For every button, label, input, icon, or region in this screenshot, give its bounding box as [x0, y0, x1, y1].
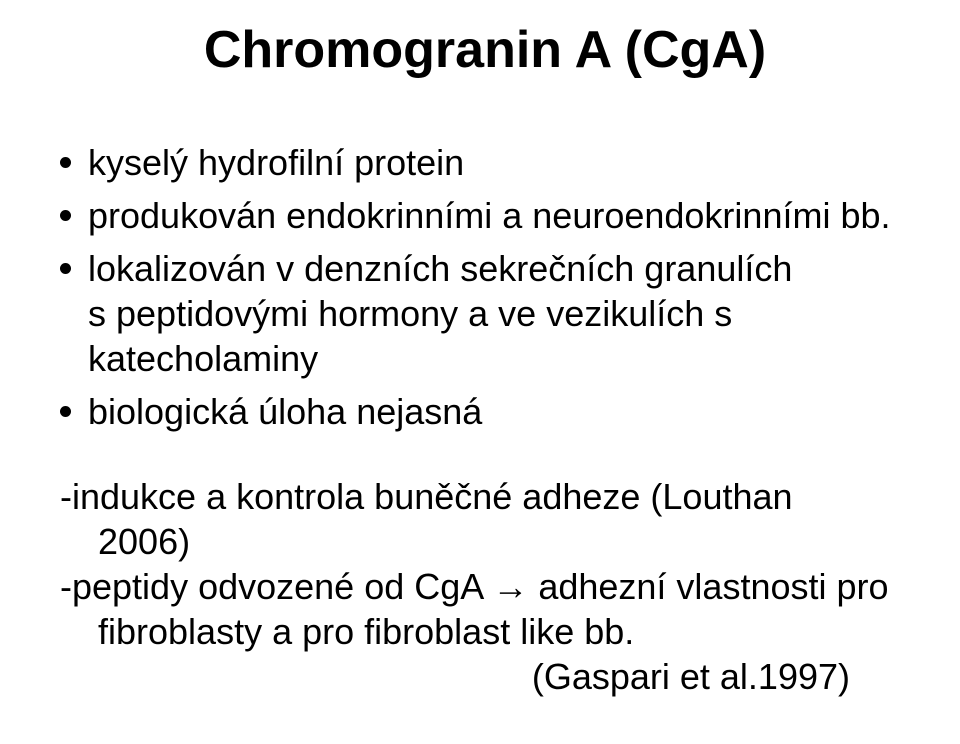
- tail-block: -indukce a kontrola buněčné adheze (Lout…: [60, 474, 910, 699]
- tail-line: -peptidy odvozené od CgA → adhezní vlast…: [60, 564, 910, 609]
- list-item: biologická úloha nejasná: [60, 389, 910, 434]
- bullet-list: kyselý hydrofilní protein produkován end…: [60, 140, 910, 434]
- tail-text: adhezní vlastnosti pro: [528, 566, 888, 607]
- list-item: produkován endokrinními a neuroendokrinn…: [60, 193, 910, 238]
- slide-title: Chromogranin A (CgA): [60, 20, 910, 80]
- list-item: lokalizován v denzních sekrečních granul…: [60, 246, 910, 381]
- tail-line: 2006): [60, 519, 910, 564]
- tail-line: -indukce a kontrola buněčné adheze (Lout…: [60, 474, 910, 519]
- tail-line: fibroblasty a pro fibroblast like bb.: [60, 609, 910, 654]
- arrow-icon: →: [492, 566, 528, 607]
- list-item: kyselý hydrofilní protein: [60, 140, 910, 185]
- citation: (Gaspari et al.1997): [60, 654, 910, 699]
- slide: Chromogranin A (CgA) kyselý hydrofilní p…: [0, 0, 960, 744]
- tail-text: -peptidy odvozené od CgA: [60, 566, 492, 607]
